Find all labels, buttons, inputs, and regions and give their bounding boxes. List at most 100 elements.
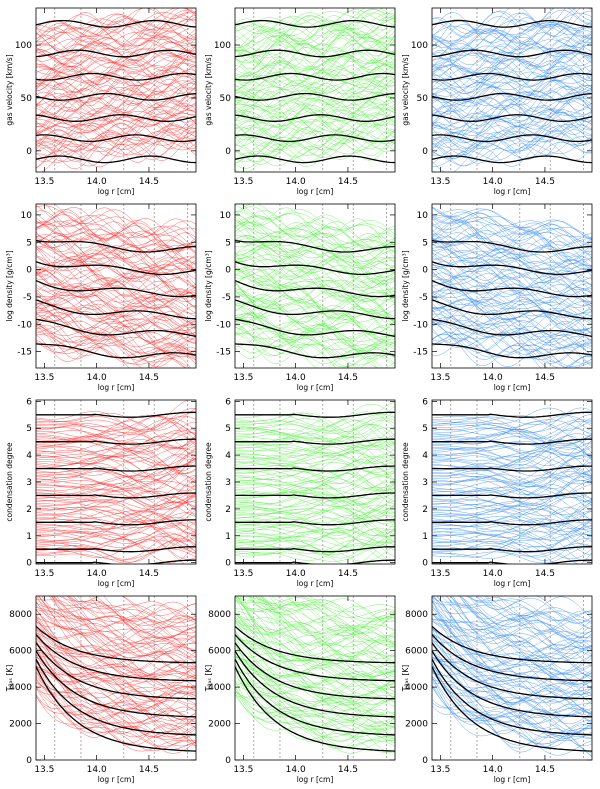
axes-frame [431,595,593,761]
model-curve [235,668,395,730]
model-curve [432,330,592,367]
model-curve [36,31,196,64]
model-curve [467,596,592,622]
model-curve [36,598,196,653]
y-tick-label: 8000 [208,610,231,620]
model-curve [235,48,395,86]
y-tick-label: 6 [422,397,428,407]
model-curve [36,521,196,542]
model-curve [432,545,592,564]
model-curve [460,596,592,643]
model-curve [36,210,196,251]
model-curve [236,596,395,646]
model-curve [309,596,395,613]
highlight-curve [432,438,592,445]
y-axis-label: T₉ₐₛ [K] [204,665,213,693]
model-curve [36,461,196,483]
model-curve [432,469,592,489]
model-curve [432,10,592,50]
highlight-curve [36,666,196,752]
model-curve [36,523,196,544]
model-curve [36,637,196,693]
highlight-curve [235,658,395,736]
model-curve [235,65,395,100]
model-curve [36,624,196,679]
model-curve [235,330,395,368]
model-curve [432,522,592,553]
highlight-curve [235,642,395,700]
model-curve [36,430,196,456]
model-curve [235,210,395,246]
y-tick-label: -15 [413,348,428,358]
model-curve [432,531,592,551]
model-curve [36,432,196,450]
model-curve [432,215,592,246]
y-tick-label: 1 [225,532,231,542]
model-curve [432,136,592,165]
model-curve [53,596,196,640]
y-tick-label: 10 [220,211,232,221]
model-curve [432,541,592,564]
x-tick-label: 14.0 [286,569,306,579]
model-curve [36,324,196,367]
model-curve [36,66,196,100]
model-curve [432,114,592,148]
model-curve [235,245,395,288]
model-curve [81,596,196,616]
highlight-curve [235,625,395,664]
model-curve [235,476,395,496]
model-curve [432,599,592,653]
model-curve [446,596,592,650]
y-tick-label: 5 [225,238,231,248]
model-curve [432,671,592,724]
axes-frame [35,7,197,173]
x-tick-label: 13.5 [233,373,253,383]
model-curve [432,206,592,241]
model-curve [235,17,395,52]
model-curve [36,236,196,272]
model-curve [260,596,395,626]
model-curve [36,334,192,368]
highlight-curve [36,279,196,298]
model-curve [432,665,592,733]
model-curve [36,220,196,254]
x-axis-label: log r [cm] [98,579,135,588]
model-curve [432,321,592,361]
model-curve [432,235,592,266]
model-curve [477,596,592,624]
model-curve [235,499,395,524]
model-curve [36,130,196,159]
model-curve [235,219,395,254]
model-curve [432,75,592,104]
model-curve [36,633,196,697]
highlight-curve [36,19,196,28]
model-curve [432,657,592,732]
model-curve [36,296,196,329]
highlight-curve [432,134,592,143]
model-curve [235,298,395,334]
model-curve [432,75,592,102]
model-curve [41,596,196,645]
highlight-curve [235,72,395,81]
model-curve [36,291,196,329]
model-curve [36,65,196,93]
x-tick-label: 14.5 [139,569,159,579]
model-curve [432,276,592,308]
y-tick-label: 5 [422,424,428,434]
model-curve [235,135,395,163]
model-curve [235,13,395,41]
model-curve [432,219,592,261]
x-tick-label: 14.5 [535,569,555,579]
model-curve [36,138,196,164]
plot-area [432,596,592,760]
model-curve [36,90,196,120]
highlight-curve [235,465,395,472]
y-tick-label: 6000 [208,647,231,657]
model-curve [36,304,196,344]
y-tick-label: -15 [17,348,32,358]
model-curve [235,312,395,349]
highlight-curve [36,492,196,499]
model-curve [36,416,196,446]
y-tick-label: 0 [422,147,428,157]
